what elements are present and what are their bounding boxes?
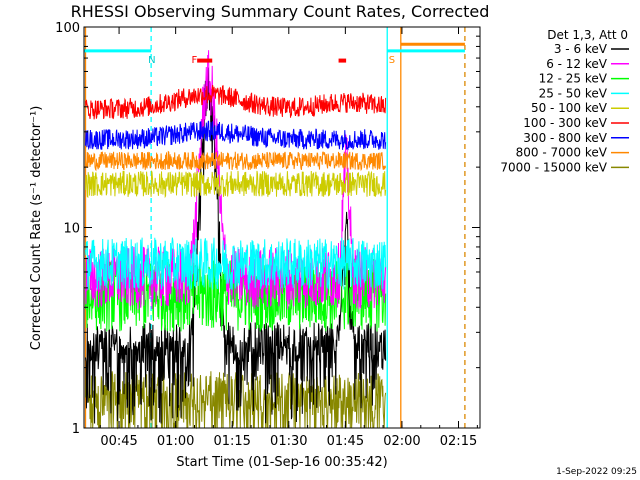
x-tick-label-3: 01:30 [270, 434, 307, 449]
legend-label-5: 100 - 300 keV [523, 116, 607, 130]
legend-label-7: 800 - 7000 keV [516, 146, 608, 160]
annotation-s: S [389, 55, 395, 66]
legend-label-0: 3 - 6 keV [554, 42, 608, 56]
legend-label-2: 12 - 25 keV [539, 72, 608, 86]
chart-title: RHESSI Observing Summary Count Rates, Co… [71, 2, 490, 21]
annotation-n: N [148, 55, 155, 66]
series-line-4 [85, 170, 387, 199]
series-line-6 [85, 120, 387, 151]
series-line-7 [85, 150, 387, 172]
y-axis-ticks: 1 10 100 [55, 21, 480, 437]
x-axis-ticks: 00:45 01:00 01:15 01:30 01:45 02:00 02:15 [99, 27, 478, 449]
series-line-5 [85, 84, 387, 120]
y-tick-label-1: 10 [63, 222, 80, 237]
legend-label-8: 7000 - 15000 keV [500, 160, 607, 174]
x-tick-label-1: 01:00 [157, 434, 194, 449]
legend-label-3: 25 - 50 keV [539, 86, 608, 100]
x-tick-label-5: 02:00 [383, 434, 420, 449]
legend-header: Det 1,3, Att 0 [547, 28, 628, 42]
y-tick-label-0: 1 [72, 422, 80, 437]
x-tick-label-6: 02:15 [440, 434, 477, 449]
legend-label-1: 6 - 12 keV [546, 57, 608, 71]
annotation-f: F [191, 55, 197, 66]
x-tick-label-4: 01:45 [327, 434, 364, 449]
date-stamp: 1-Sep-2022 09:25 [556, 467, 637, 477]
series-line-8 [85, 371, 387, 430]
y-tick-label-2: 100 [55, 21, 80, 36]
plot-frame [83, 26, 481, 429]
legend-label-6: 300 - 800 keV [523, 131, 607, 145]
series-layer [85, 50, 387, 430]
y-axis-label: Corrected Count Rate (s⁻¹ detector⁻¹) [29, 106, 44, 351]
series-line-0 [85, 67, 387, 424]
x-tick-label-2: 01:15 [213, 434, 250, 449]
x-tick-label-0: 00:45 [100, 434, 137, 449]
x-axis-label: Start Time (01-Sep-16 00:35:42) [176, 455, 387, 470]
series-line-3 [85, 237, 387, 290]
legend-label-4: 50 - 100 keV [531, 101, 608, 115]
